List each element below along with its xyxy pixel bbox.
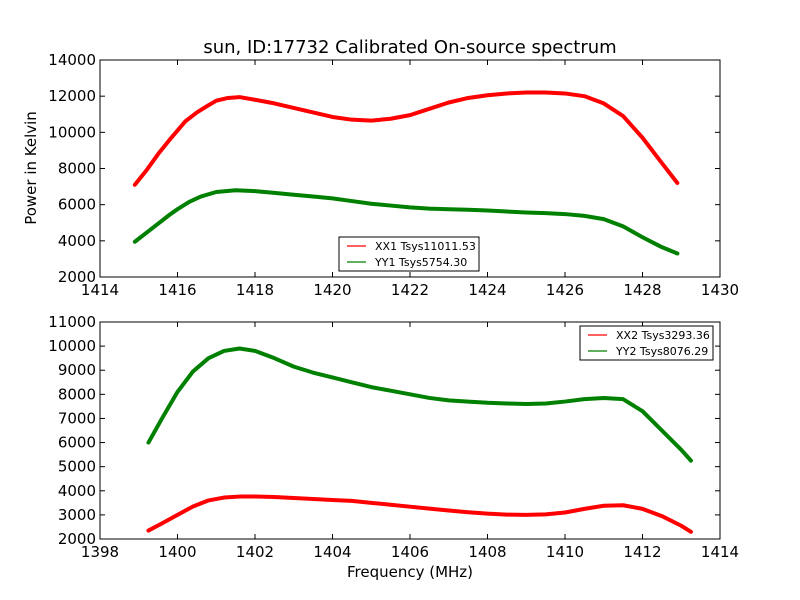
axis-ticks: 1398 1400 1402 1404 1406 1408 1410 1412 1414 2000… — [48, 313, 739, 561]
y-tick-label: 2000 — [58, 268, 96, 286]
y-tick-label: 6000 — [58, 434, 96, 452]
y-tick-label: 2000 — [58, 530, 96, 548]
x-tick-label: 1408 — [468, 543, 506, 561]
y-tick-label: 7000 — [58, 409, 96, 427]
y-tick-label: 6000 — [58, 196, 96, 214]
legend-box — [338, 236, 480, 272]
legend: XX1 Tsys11011.53 YY1 Tsys5754.30 — [338, 236, 480, 272]
x-tick-label: 1406 — [391, 543, 429, 561]
x-tick-label: 1412 — [623, 543, 661, 561]
y-tick-label: 12000 — [48, 87, 96, 105]
x-tick-label: 1404 — [313, 543, 351, 561]
y-tick-label: 9000 — [58, 361, 96, 379]
x-tick-label: 1424 — [468, 281, 506, 299]
x-axis-label: Frequency (MHz) — [347, 563, 473, 581]
series-line-2 — [132, 188, 680, 256]
series-line-1 — [146, 494, 693, 534]
series-line-1 — [132, 90, 680, 187]
series-line-2 — [146, 346, 693, 463]
plot-lines — [146, 346, 693, 534]
legend-label: YY2 Tsys8076.29 — [615, 345, 708, 358]
x-tick-label: 1418 — [236, 281, 274, 299]
y-tick-label: 4000 — [58, 232, 96, 250]
legend: XX2 Tsys3293.36 YY2 Tsys8076.29 — [579, 325, 714, 361]
legend-label: YY1 Tsys5754.30 — [374, 256, 467, 269]
legend-label: XX2 Tsys3293.36 — [616, 329, 710, 342]
chart-title: sun, ID:17732 Calibrated On-source spect… — [203, 37, 616, 58]
plot-lines — [132, 90, 680, 256]
y-axis-label: Power in Kelvin — [22, 111, 40, 225]
y-tick-label: 5000 — [58, 458, 96, 476]
legend-box — [579, 325, 714, 361]
y-tick-label: 14000 — [48, 51, 96, 69]
y-tick-label: 11000 — [48, 313, 96, 331]
x-tick-label: 1410 — [546, 543, 584, 561]
axis-ticks: 1414 1416 1418 1420 1422 1424 1426 1428 1430 2000… — [48, 51, 739, 299]
y-tick-label: 3000 — [58, 506, 96, 524]
x-tick-label: 1422 — [391, 281, 429, 299]
x-tick-label: 1414 — [701, 543, 739, 561]
y-tick-label: 8000 — [58, 385, 96, 403]
x-tick-label: 1414 — [81, 281, 119, 299]
y-tick-label: 8000 — [58, 160, 96, 178]
x-tick-label: 1426 — [546, 281, 584, 299]
y-tick-label: 10000 — [48, 337, 96, 355]
x-tick-label: 1428 — [623, 281, 661, 299]
x-tick-label: 1402 — [236, 543, 274, 561]
chart-bottom: Frequency (MHz) 1398 1400 1402 1404 1406 1408… — [48, 313, 739, 581]
y-tick-label: 4000 — [58, 482, 96, 500]
legend-label: XX1 Tsys11011.53 — [375, 240, 476, 253]
x-tick-label: 1398 — [81, 543, 119, 561]
chart-top: sun, ID:17732 Calibrated On-source spect… — [22, 37, 739, 299]
x-tick-label: 1430 — [701, 281, 739, 299]
x-tick-label: 1416 — [158, 281, 196, 299]
x-tick-label: 1400 — [158, 543, 196, 561]
x-tick-label: 1420 — [313, 281, 351, 299]
y-tick-label: 10000 — [48, 123, 96, 141]
